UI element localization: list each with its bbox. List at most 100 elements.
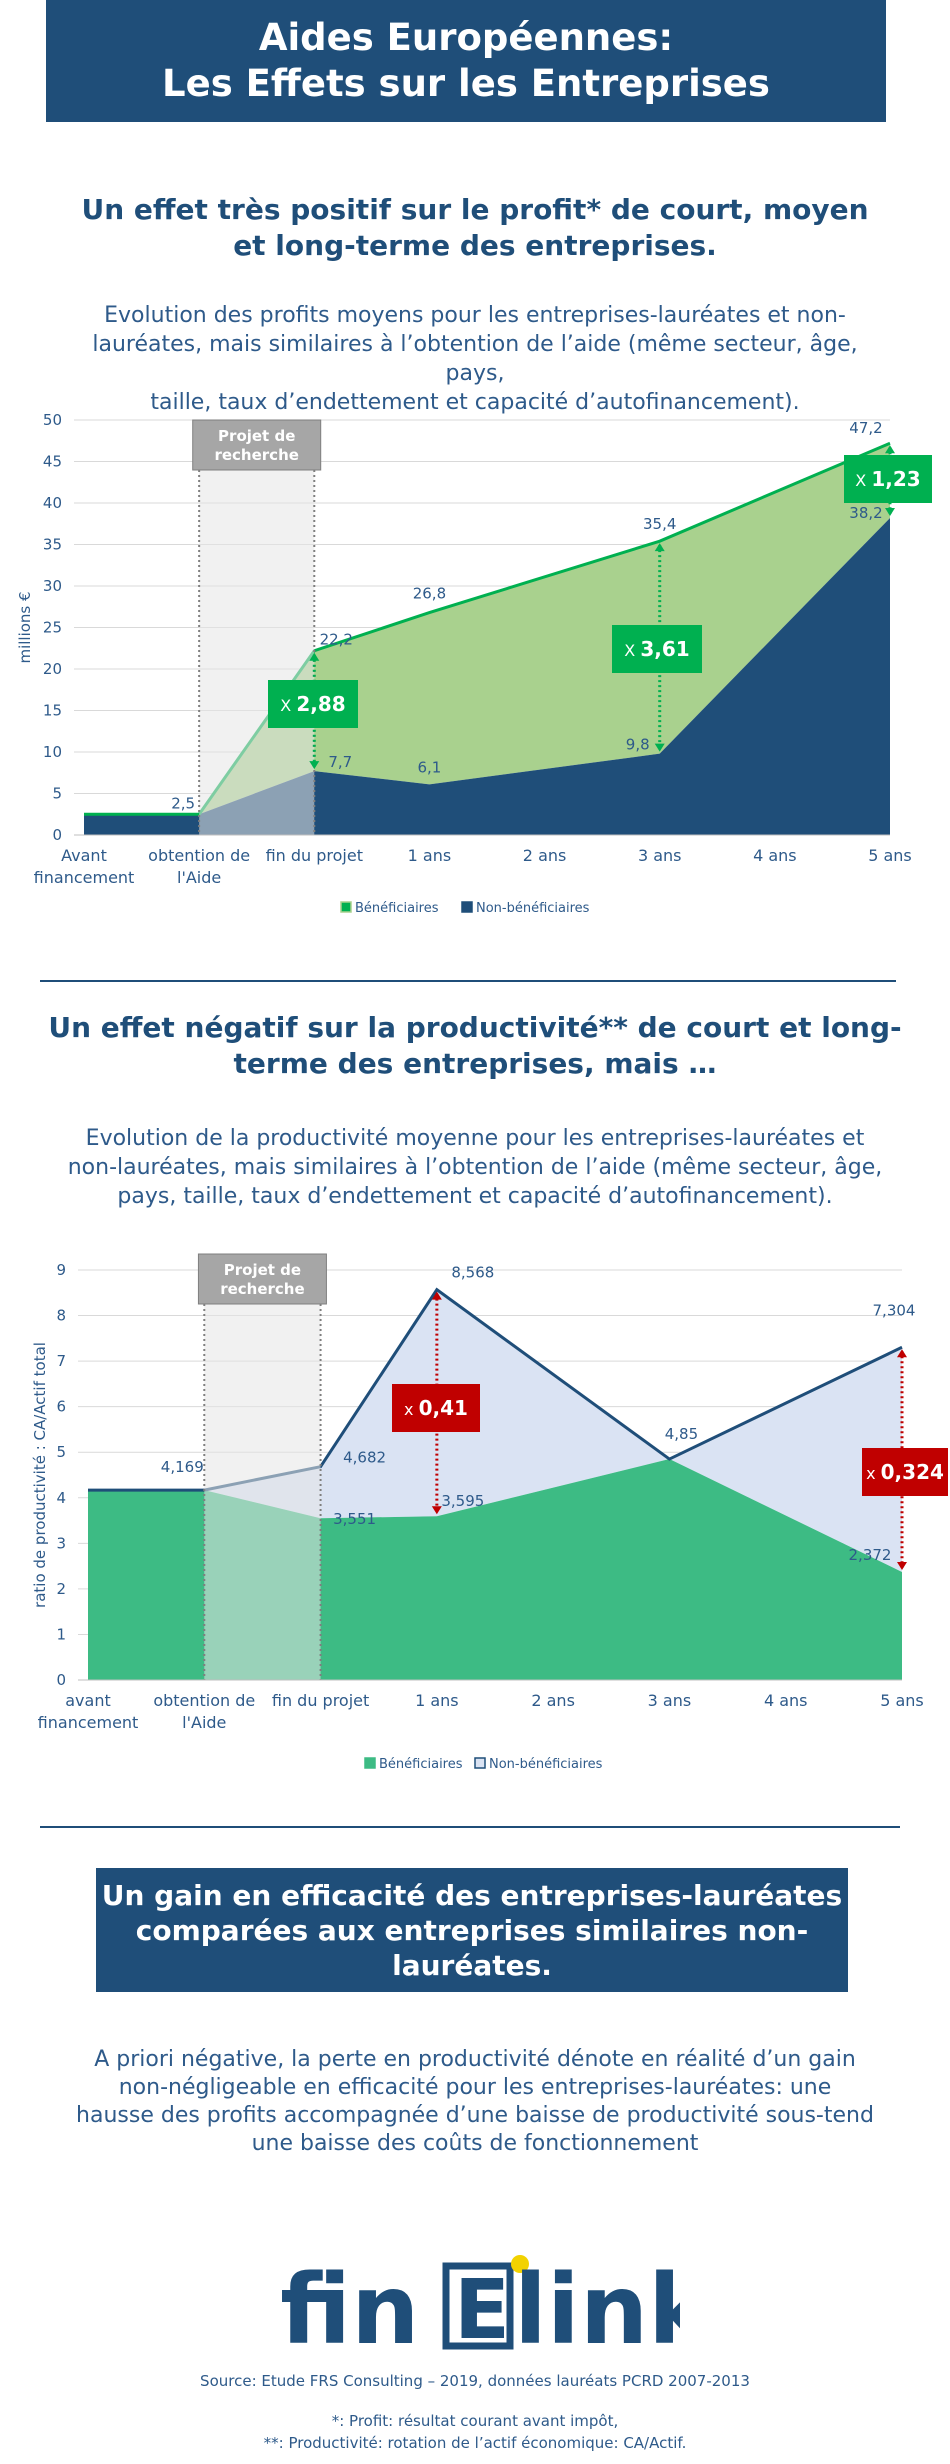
legend-label: Non-bénéficiaires	[489, 1757, 603, 1772]
multiplier-value: 3,61	[640, 637, 689, 661]
y-tick-label: 8	[56, 1307, 66, 1325]
y-tick-label: 50	[43, 411, 62, 429]
y-tick-label: 1	[56, 1625, 66, 1643]
divider-1	[40, 980, 896, 982]
research-period-shade	[199, 470, 315, 835]
legend-swatch-non-beneficiaires	[461, 901, 473, 913]
data-label: 3,551	[333, 1510, 376, 1528]
y-tick-label: 6	[56, 1398, 66, 1416]
logo-part-e: E	[454, 2263, 510, 2358]
y-tick-label: 45	[43, 453, 62, 471]
x-tick-label: obtention de	[148, 846, 250, 865]
legend-label: Bénéficiaires	[379, 1757, 463, 1772]
x-tick-label: avant	[65, 1691, 111, 1710]
y-tick-label: 0	[56, 1671, 66, 1689]
section2-title-line1: Un effet négatif sur la productivité** d…	[48, 1011, 902, 1044]
efficiency-title-box: Un gain en efficacité des entreprises-la…	[96, 1868, 848, 1992]
multiplier-value: 2,88	[296, 692, 345, 716]
footnote-productivity: **: Productivité: rotation de l’actif éc…	[263, 2434, 687, 2452]
legend-swatch-beneficiaires	[340, 901, 352, 913]
productivity-chart: 0 1 2 3 4 5 6 7 8 9 ratio de productivité : CA/Act…	[31, 1253, 948, 1772]
data-label: 38,2	[849, 504, 882, 522]
multiplier-prefix: X	[280, 696, 296, 715]
multiplier-value: 0,41	[419, 1396, 468, 1420]
x-tick-label: 2 ans	[523, 846, 567, 865]
y-tick-label: 9	[56, 1261, 66, 1279]
x-tick-label: 3 ans	[638, 846, 682, 865]
divider-2	[40, 1826, 900, 1828]
profit-chart: 0 5 10 15 20 25 30 35 40 45 50 millions € Projet der…	[16, 411, 932, 916]
y-tick-label: 15	[43, 702, 62, 720]
section1-subtitle-line2: lauréates, mais similaires à l’obtention…	[92, 332, 858, 386]
multiplier-arrowhead	[654, 543, 665, 552]
multiplier-prefix: x	[404, 1400, 419, 1419]
y-tick-label: 4	[56, 1489, 66, 1507]
x-tick-label: 4 ans	[764, 1691, 808, 1710]
y-tick-label: 25	[43, 619, 62, 637]
x-tick-label: 5 ans	[880, 1691, 924, 1710]
research-period-box	[192, 419, 322, 471]
x-tick-label: obtention de	[153, 1691, 255, 1710]
para-line3: hausse des profits accompagnée d’une bai…	[76, 2103, 874, 2128]
research-period-label: Projet de	[218, 427, 295, 445]
y-tick-label: 10	[43, 743, 62, 761]
multiplier-prefix: x	[866, 1464, 881, 1483]
research-period-shade	[204, 1304, 321, 1680]
para-line1: A priori négative, la perte en productiv…	[94, 2047, 856, 2072]
legend-swatch-non-beneficiaires	[474, 1757, 486, 1769]
x-tick-label: l'Aide	[177, 868, 221, 887]
legend-label: Bénéficiaires	[355, 901, 439, 916]
source-line: Source: Etude FRS Consulting – 2019, don…	[200, 2372, 750, 2390]
data-label: 4,682	[343, 1449, 386, 1467]
multiplier-badge	[392, 1384, 480, 1432]
multiplier-prefix: X	[624, 641, 640, 660]
x-tick-label: fin du projet	[272, 1691, 369, 1710]
header-banner: Aides Européennes: Les Effets sur les En…	[46, 0, 886, 122]
y-tick-label: 0	[52, 826, 62, 844]
data-label: 2,372	[849, 1546, 892, 1564]
top-series-line	[88, 1287, 903, 1492]
multiplier-badge	[862, 1448, 948, 1496]
y-axis-label: millions €	[16, 591, 34, 663]
data-label: 7,304	[873, 1301, 916, 1319]
data-label: 3,595	[441, 1492, 484, 1510]
x-tick-label: fin du projet	[266, 846, 363, 865]
y-tick-label: 20	[43, 660, 62, 678]
top-series-line	[84, 441, 891, 816]
multiplier-label: X 1,23	[855, 467, 920, 491]
multiplier-label: X 3,61	[624, 637, 689, 661]
multiplier-arrowhead	[897, 1349, 907, 1358]
section2-subtitle-line1: Evolution de la productivité moyenne pou…	[85, 1126, 865, 1151]
multiplier-prefix: X	[855, 471, 871, 490]
multiplier-label: x 0,324	[866, 1460, 944, 1484]
multiplier-arrowhead	[885, 445, 895, 454]
multiplier-arrowhead	[885, 507, 895, 516]
y-tick-label: 7	[56, 1352, 66, 1370]
section1-title-line2: et long-terme des entreprises.	[233, 229, 717, 262]
x-tick-label: l'Aide	[182, 1713, 226, 1732]
logo-part-link: link	[514, 2254, 680, 2358]
x-tick-label: Avant	[61, 846, 107, 865]
y-tick-label: 35	[43, 536, 62, 554]
multiplier-badge	[612, 625, 702, 673]
section2-subtitle-line2: non-lauréates, mais similaires à l’obten…	[67, 1155, 883, 1180]
logo-dot	[511, 2255, 529, 2273]
y-axis-label: ratio de productivité : CA/Actif total	[31, 1342, 49, 1608]
data-label: 26,8	[413, 585, 446, 603]
section1-title: Un effet très positif sur le profit* de …	[0, 192, 950, 264]
section1-title-line1: Un effet très positif sur le profit* de …	[81, 193, 869, 226]
multiplier-badge	[268, 680, 358, 728]
data-label: 6,1	[417, 758, 441, 776]
efficiency-paragraph: A priori négative, la perte en productiv…	[70, 2046, 880, 2158]
multiplier-arrowhead	[654, 743, 665, 752]
multiplier-arrowhead	[431, 1291, 442, 1300]
x-tick-label: 3 ans	[648, 1691, 692, 1710]
section1-subtitle-line1: Evolution des profits moyens pour les en…	[104, 303, 846, 328]
finelink-logo: fin E link	[280, 2254, 680, 2358]
multiplier-arrowhead	[431, 1506, 442, 1515]
x-tick-label: financement	[34, 868, 135, 887]
footnote-profit: *: Profit: résultat courant avant impôt,	[331, 2412, 619, 2430]
data-label: 7,7	[328, 753, 352, 771]
data-label: 4,85	[665, 1425, 698, 1443]
section2-subtitle-line3: pays, taille, taux d’endettement et capa…	[117, 1184, 833, 1209]
